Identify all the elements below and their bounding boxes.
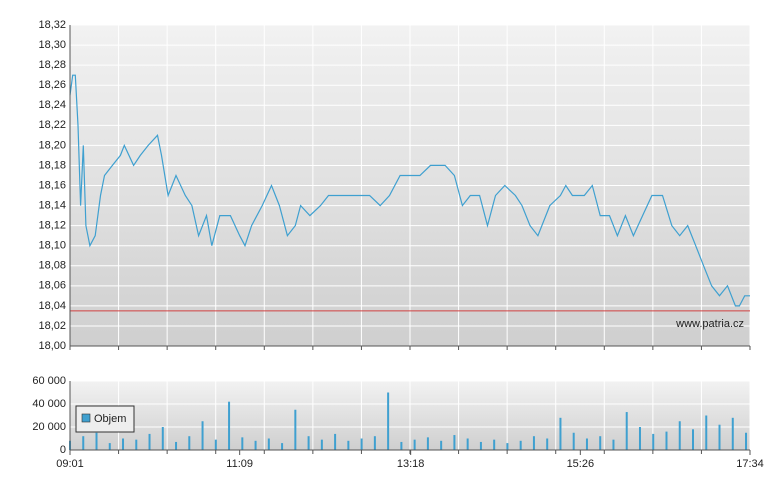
volume-bar xyxy=(188,436,191,450)
volume-bar xyxy=(214,439,217,450)
volume-bar xyxy=(175,441,178,450)
volume-bar xyxy=(532,436,535,450)
y-tick-label: 60 000 xyxy=(32,375,66,387)
volume-bar xyxy=(228,401,231,450)
x-tick-label: 17:34 xyxy=(736,458,764,470)
volume-bar xyxy=(201,421,204,450)
y-tick-label: 18,20 xyxy=(38,139,66,151)
volume-bar xyxy=(731,417,734,450)
volume-bar xyxy=(294,409,297,450)
volume-bar xyxy=(506,443,509,450)
y-tick-label: 18,16 xyxy=(38,179,66,191)
y-tick-label: 18,04 xyxy=(38,300,66,312)
volume-bar xyxy=(546,438,549,450)
volume-bar xyxy=(519,440,522,450)
volume-bar xyxy=(373,436,376,450)
volume-bar xyxy=(453,435,456,450)
volume-bar xyxy=(585,438,588,450)
volume-bar xyxy=(599,436,602,450)
y-tick-label: 18,06 xyxy=(38,280,66,292)
legend-label: Objem xyxy=(94,413,126,425)
y-tick-label: 18,32 xyxy=(38,19,66,31)
volume-bar xyxy=(692,429,695,450)
volume-bar xyxy=(360,438,363,450)
volume-bar xyxy=(745,432,748,450)
volume-bar xyxy=(466,438,469,450)
volume-bar xyxy=(665,431,668,450)
volume-bar xyxy=(267,438,270,450)
volume-bar xyxy=(320,439,323,450)
x-tick-label: 11:09 xyxy=(226,458,253,470)
y-tick-label: 0 xyxy=(60,444,66,456)
volume-bar xyxy=(612,439,615,450)
y-tick-label: 18,10 xyxy=(38,240,66,252)
volume-bar xyxy=(638,427,641,450)
volume-bar xyxy=(426,437,429,450)
y-tick-label: 18,22 xyxy=(38,119,66,131)
volume-bar xyxy=(718,424,721,450)
volume-bar xyxy=(705,415,708,450)
volume-bar xyxy=(82,436,85,450)
x-tick-label: 15:26 xyxy=(567,458,595,470)
volume-bar xyxy=(413,439,416,450)
volume-bar xyxy=(254,440,257,450)
y-tick-label: 18,30 xyxy=(38,39,66,51)
watermark: www.patria.cz xyxy=(675,318,744,330)
x-tick-label: 13:18 xyxy=(397,458,425,470)
y-tick-label: 40 000 xyxy=(32,398,66,410)
y-tick-label: 18,26 xyxy=(38,79,66,91)
volume-bar xyxy=(559,417,562,450)
volume-bar xyxy=(400,441,403,450)
volume-bar xyxy=(334,433,337,450)
y-tick-label: 20 000 xyxy=(32,421,66,433)
y-tick-label: 18,24 xyxy=(38,99,66,111)
y-tick-label: 18,28 xyxy=(38,59,66,71)
y-tick-label: 18,18 xyxy=(38,159,66,171)
price-line xyxy=(69,74,750,307)
volume-bar xyxy=(479,441,482,450)
volume-bar xyxy=(108,443,111,450)
y-tick-label: 18,00 xyxy=(38,340,66,352)
y-tick-label: 18,14 xyxy=(38,199,66,211)
volume-bar xyxy=(678,421,681,450)
volume-bar xyxy=(281,443,284,450)
volume-bar xyxy=(440,440,443,450)
volume-bar xyxy=(95,432,98,450)
y-tick-label: 18,12 xyxy=(38,220,66,232)
volume-bar xyxy=(148,433,151,450)
volume-bar xyxy=(652,433,655,450)
volume-bar xyxy=(493,439,496,450)
y-tick-label: 18,08 xyxy=(38,260,66,272)
volume-bar xyxy=(625,412,628,450)
x-tick-label: 09:01 xyxy=(56,458,84,470)
volume-bar xyxy=(135,439,138,450)
volume-bar xyxy=(387,392,390,450)
volume-bar xyxy=(122,438,125,450)
volume-bar xyxy=(241,437,244,450)
y-tick-label: 18,02 xyxy=(38,320,66,332)
volume-bar xyxy=(572,432,575,450)
volume-bar xyxy=(161,427,164,450)
volume-bar xyxy=(347,440,350,450)
volume-bar xyxy=(307,436,310,450)
legend-swatch xyxy=(81,413,91,423)
